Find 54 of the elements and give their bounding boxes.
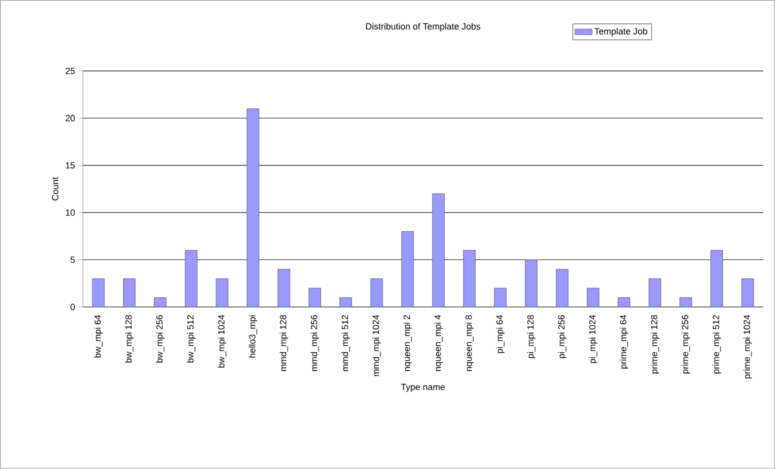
x-tick-label: bw_mpi 128 (125, 315, 134, 363)
bar (710, 250, 723, 308)
bar (648, 278, 662, 308)
bar (184, 250, 198, 308)
x-tick-label: mmd_mpi 1024 (372, 315, 381, 376)
x-tick-label: bw_mpi 1024 (218, 315, 226, 368)
bar (370, 278, 383, 308)
bar (278, 269, 290, 308)
y-tick-label: 15 (66, 162, 75, 169)
bar (618, 297, 630, 308)
y-tick-label: 20 (66, 114, 75, 122)
bar (741, 278, 754, 308)
bar (308, 288, 322, 308)
x-tick-label: bw_mpi 512 (186, 315, 196, 363)
x-tick-label: prime_mpi 128 (650, 315, 660, 374)
x-tick-label: mmd_mpi 128 (280, 315, 288, 372)
x-tick-label: nqueen_mpi 8 (465, 315, 474, 372)
x-tick-label: pi_mpi 128 (527, 315, 536, 358)
x-tick-label: nqueen_mpi 4 (434, 315, 443, 372)
y-tick-label: 10 (66, 209, 75, 216)
x-axis-title: Type name (401, 384, 445, 392)
x-tick-label: prime_mpi 512 (712, 315, 721, 374)
x-tick-label: bw_mpi 256 (156, 315, 164, 363)
bar (494, 288, 507, 308)
x-tick-label: bw_mpi 64 (94, 315, 103, 358)
bar (525, 260, 538, 308)
x-tick-label: pi_mpi 256 (558, 315, 566, 358)
x-tick-label: pi_mpi 64 (496, 315, 504, 354)
y-tick-label: 0 (70, 304, 75, 310)
bar (216, 278, 228, 308)
x-tick-label: prime_mpi 256 (682, 315, 690, 374)
legend-label: Template Job (594, 28, 648, 36)
y-tick-label: 5 (70, 256, 75, 263)
x-tick-label: hello3_mpi (248, 315, 258, 358)
bar (92, 278, 105, 308)
x-tick-label: pi_mpi 1024 (588, 315, 598, 364)
x-tick-label: mmd_mpi 512 (342, 315, 350, 372)
x-tick-label: prime_mpi 64 (620, 315, 628, 369)
bar (556, 269, 568, 308)
chart-title: Distribution of Template Jobs (366, 23, 480, 32)
x-tick-label: prime_mpi 1024 (743, 315, 752, 379)
bar (401, 231, 414, 308)
x-tick-label: mmd_mpi 256 (310, 315, 319, 372)
y-axis-title: Count (52, 177, 58, 200)
bar (432, 194, 445, 308)
bar (154, 297, 166, 308)
y-tick-label: 25 (66, 68, 75, 74)
x-tick-label: nqueen_mpi 2 (403, 315, 412, 372)
bar (680, 297, 692, 308)
bar (463, 250, 476, 308)
bar (586, 288, 600, 308)
bar (123, 278, 136, 308)
bar (246, 108, 260, 308)
bar (340, 297, 352, 308)
